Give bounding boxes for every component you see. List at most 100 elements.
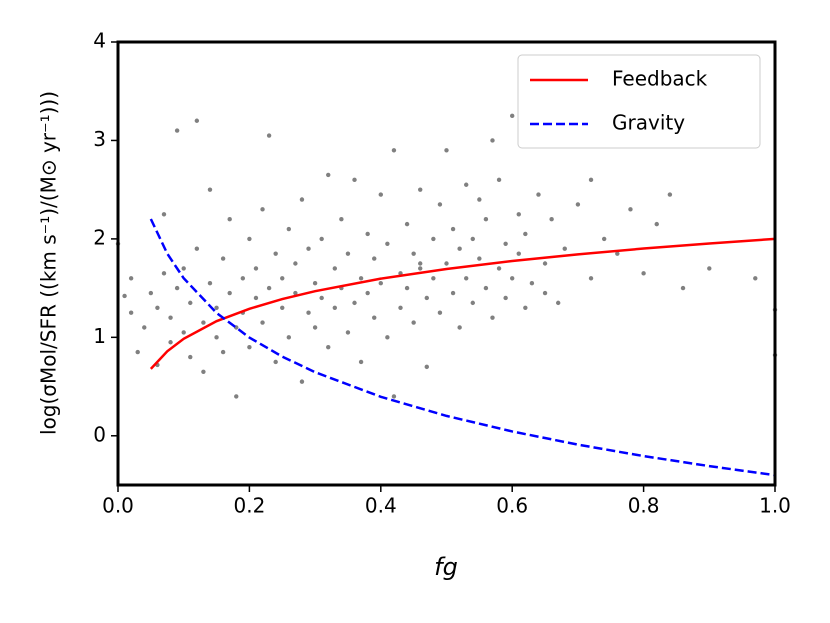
scatter-point bbox=[319, 236, 324, 242]
scatter-point bbox=[122, 293, 127, 299]
scatter-point bbox=[464, 182, 469, 187]
x-tick-label: 0.8 bbox=[628, 494, 660, 518]
scatter-point bbox=[404, 285, 410, 291]
scatter-point bbox=[227, 290, 232, 296]
scatter-point bbox=[253, 295, 259, 301]
y-tick-label: 1 bbox=[93, 324, 106, 348]
scatter-point bbox=[188, 354, 193, 360]
scatter-point bbox=[181, 266, 186, 271]
scatter-point bbox=[385, 241, 390, 247]
scatter-point bbox=[332, 305, 338, 310]
scatter-point bbox=[345, 330, 351, 335]
scatter-point bbox=[516, 212, 521, 217]
scatter-point bbox=[391, 148, 397, 153]
scatter-point bbox=[247, 344, 252, 350]
scatter-point bbox=[496, 266, 502, 271]
line-series bbox=[149, 237, 776, 370]
scatter-point bbox=[588, 177, 594, 183]
x-tick-label: 0.2 bbox=[233, 494, 265, 518]
scatter-point bbox=[293, 261, 298, 266]
y-tick-label: 0 bbox=[93, 422, 106, 446]
scatter-point bbox=[753, 276, 758, 281]
scatter-point bbox=[450, 290, 456, 296]
scatter-point bbox=[477, 256, 482, 261]
scatter-point bbox=[352, 300, 357, 306]
scatter-point bbox=[431, 276, 436, 281]
scatter-point bbox=[155, 305, 160, 310]
scatter-point bbox=[418, 266, 423, 271]
scatter-point bbox=[470, 300, 475, 306]
scatter-point bbox=[207, 187, 213, 192]
scatter-point bbox=[168, 340, 173, 345]
scatter-point bbox=[227, 217, 232, 222]
scatter-point bbox=[306, 310, 311, 315]
scatter-point bbox=[588, 276, 594, 281]
scatter-point bbox=[490, 315, 495, 320]
scatter-point bbox=[372, 315, 377, 320]
scatter-point bbox=[555, 300, 561, 306]
scatter-point bbox=[286, 226, 292, 232]
scatter-point bbox=[194, 246, 200, 251]
scatter-point bbox=[516, 251, 521, 256]
scatter-point bbox=[437, 310, 443, 315]
scatter-point bbox=[148, 290, 154, 296]
scatter-point bbox=[273, 359, 278, 365]
scatter-point bbox=[424, 364, 429, 370]
scatter-point bbox=[161, 212, 167, 217]
scatter-point bbox=[378, 192, 383, 197]
scatter-point bbox=[667, 192, 673, 197]
scatter-point bbox=[477, 197, 482, 202]
scatter-point bbox=[280, 276, 285, 281]
scatter-point bbox=[260, 320, 265, 325]
scatter-point bbox=[424, 295, 429, 301]
scatter-point bbox=[437, 202, 443, 207]
scatter-point bbox=[496, 177, 502, 183]
scatter-point bbox=[142, 325, 147, 330]
scatter-point bbox=[562, 246, 567, 251]
scatter-point bbox=[542, 290, 548, 296]
scatter-point bbox=[378, 280, 383, 286]
scatter-point bbox=[641, 271, 646, 276]
scatter-point bbox=[181, 330, 186, 335]
x-axis-label: fg bbox=[434, 553, 458, 581]
scatter-point bbox=[188, 300, 193, 306]
scatter-point bbox=[345, 251, 351, 256]
scatter-point bbox=[253, 266, 259, 271]
scatter-point bbox=[404, 221, 410, 227]
scatter-point bbox=[483, 285, 489, 291]
scatter-point bbox=[536, 192, 541, 197]
scatter-point bbox=[207, 280, 213, 286]
scatter-point bbox=[601, 236, 607, 242]
scatter-point bbox=[319, 295, 324, 301]
scatter-point bbox=[654, 221, 659, 227]
scatter-point bbox=[372, 256, 377, 261]
scatter-point bbox=[707, 266, 712, 271]
scatter-point bbox=[266, 133, 272, 138]
scatter-point bbox=[385, 335, 390, 340]
scatter-point bbox=[628, 207, 633, 212]
scatter-point bbox=[444, 148, 449, 153]
scatter-point bbox=[358, 276, 364, 281]
y-tick-label: 4 bbox=[93, 29, 106, 53]
scatter-point bbox=[510, 113, 515, 119]
scatter-point bbox=[391, 394, 397, 399]
scatter-point bbox=[615, 251, 620, 256]
x-tick-label: 1.0 bbox=[759, 494, 791, 518]
scatter-point bbox=[503, 241, 508, 247]
scatter-point bbox=[234, 394, 239, 399]
scatter-point bbox=[483, 217, 489, 222]
scatter-point bbox=[266, 285, 272, 291]
legend-label: Gravity bbox=[612, 111, 685, 135]
scatter-point bbox=[411, 251, 416, 256]
scatter-point bbox=[168, 315, 173, 320]
scatter-point bbox=[352, 177, 357, 183]
scatter-point bbox=[411, 320, 416, 325]
scatter-point bbox=[523, 305, 528, 310]
scatter-point bbox=[450, 226, 456, 232]
scatter-point bbox=[299, 379, 305, 384]
line-series bbox=[149, 218, 776, 477]
scatter-point bbox=[135, 349, 140, 355]
legend-box bbox=[517, 54, 761, 149]
scatter-point bbox=[549, 217, 554, 222]
